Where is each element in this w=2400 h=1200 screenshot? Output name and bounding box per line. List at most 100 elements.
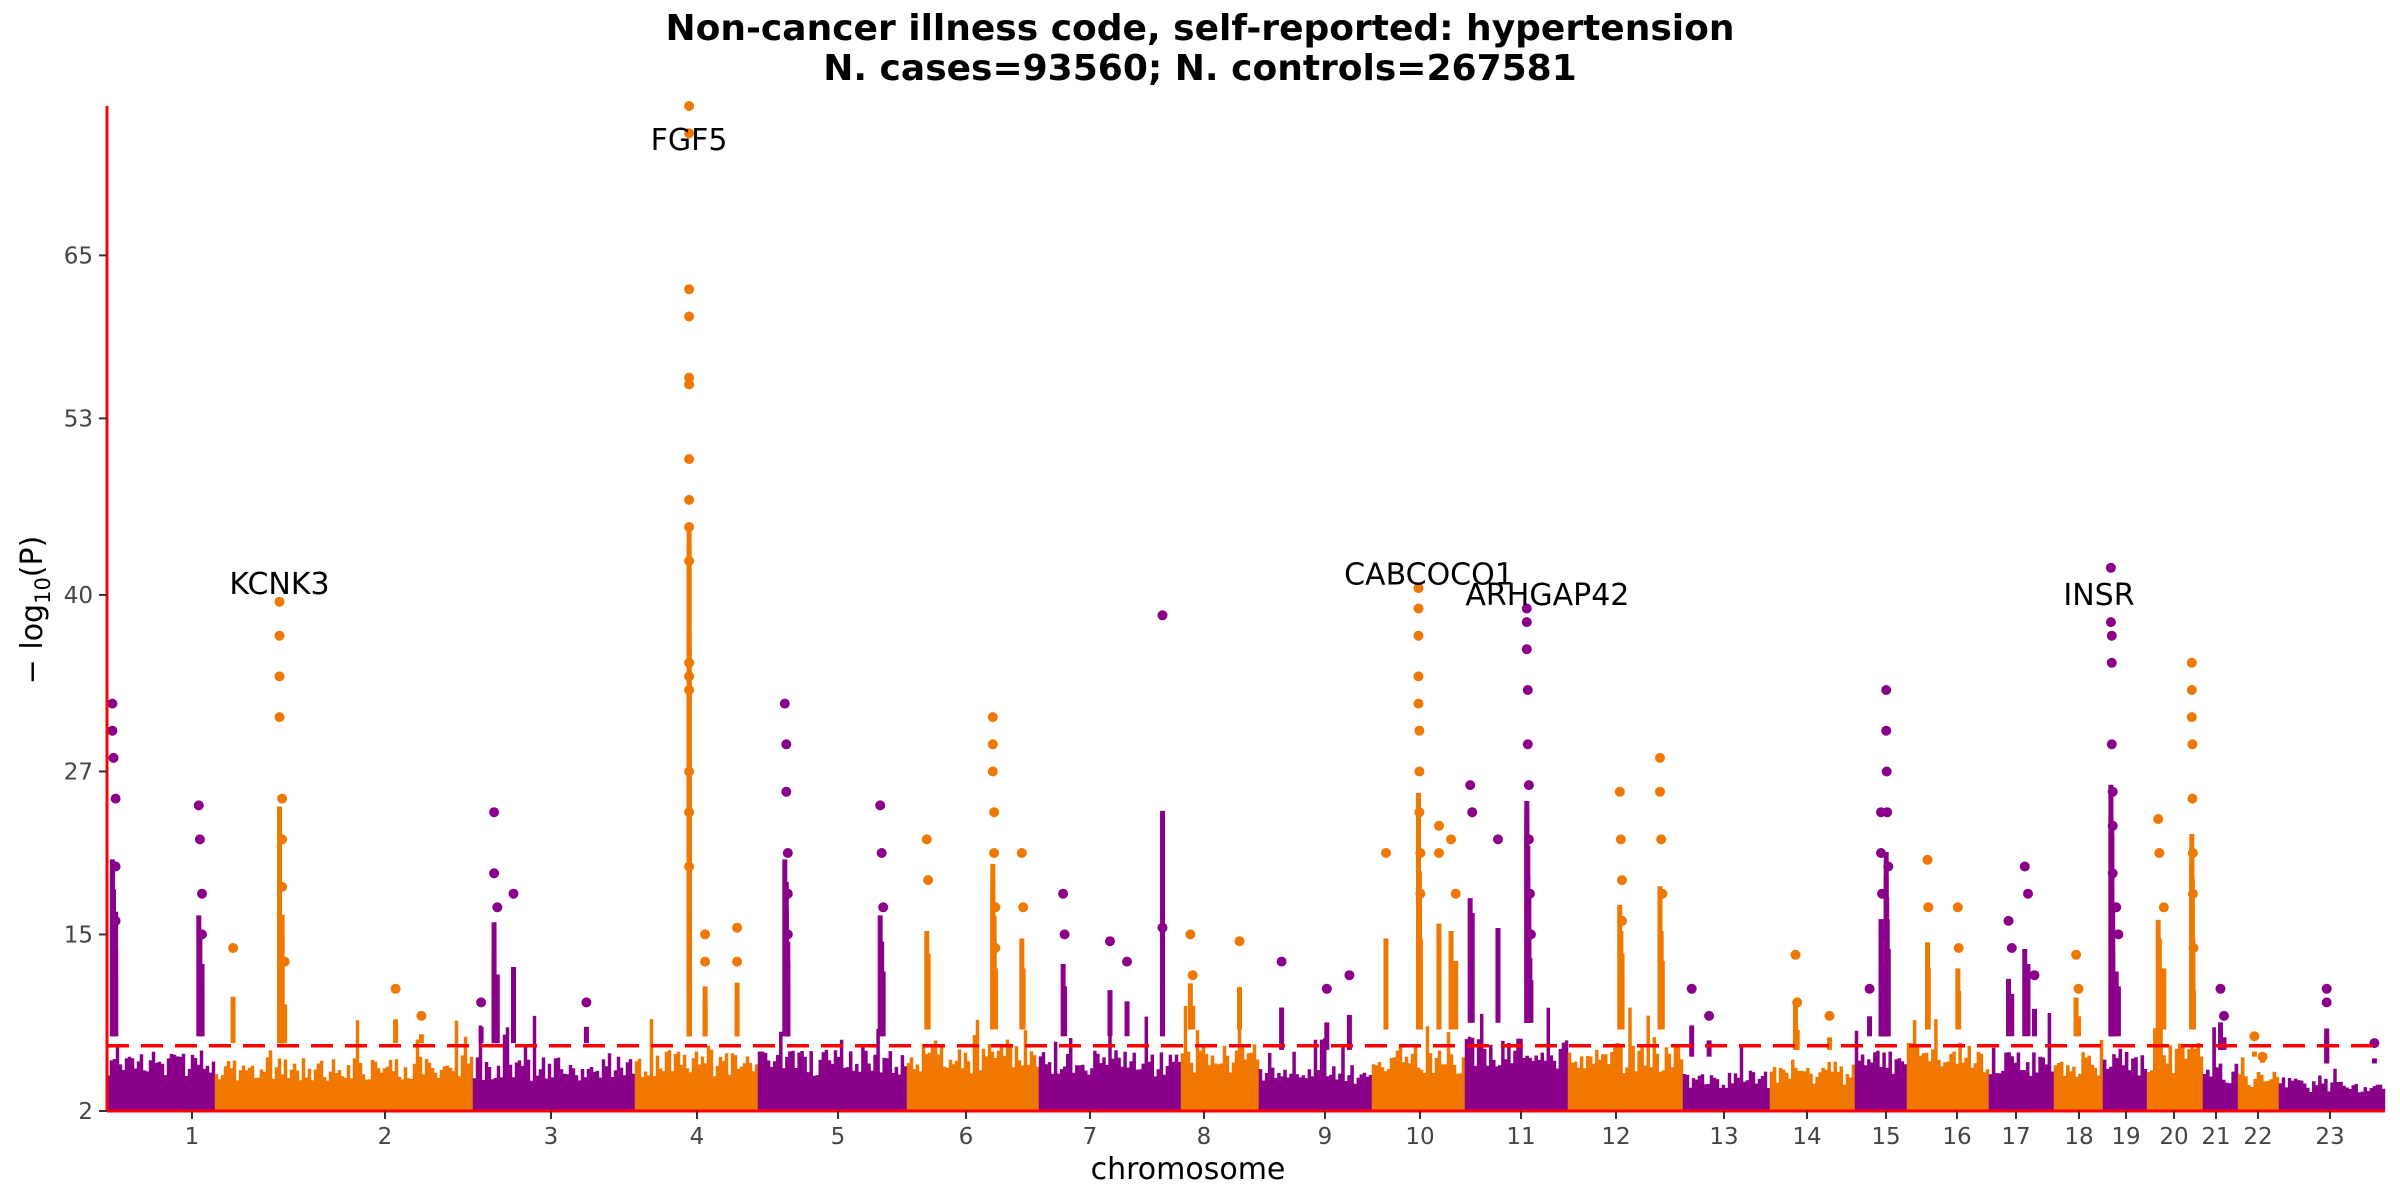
chromosome-17-background — [1988, 1013, 2055, 1111]
snp-point — [108, 752, 119, 763]
snp-point — [782, 888, 793, 899]
x-tick-label: 20 — [2159, 1124, 2188, 1150]
chromosome-23-background — [2278, 1068, 2386, 1111]
y-axis-label: − log10(P) — [15, 536, 55, 685]
snp-point — [1953, 943, 1964, 953]
snp-point — [1413, 698, 1424, 709]
snp-point — [1864, 983, 1875, 994]
snp-point — [1657, 888, 1668, 899]
snp-point — [684, 284, 695, 295]
chart-title: Non-cancer illness code, self-reported: … — [666, 8, 1735, 49]
snp-point — [1525, 929, 1536, 940]
chromosome-18-background — [2053, 1039, 2104, 1111]
snp-point — [989, 807, 1000, 818]
snp-point — [2188, 943, 2199, 953]
y-tick-label: 27 — [64, 759, 93, 785]
chromosome-8-background — [1180, 1005, 1260, 1111]
snp-point — [1059, 929, 1070, 940]
chromosome-3-background — [472, 1015, 636, 1111]
snp-point — [390, 983, 401, 994]
snp-point — [2019, 861, 2030, 872]
snp-point — [1415, 888, 1426, 899]
snp-point — [684, 101, 695, 111]
snp-point — [1321, 983, 1332, 994]
chromosome-11-points — [1464, 603, 1569, 1111]
snp-point — [110, 861, 121, 872]
snp-point — [1413, 671, 1424, 682]
snp-point — [2107, 786, 2118, 797]
snp-point — [1465, 780, 1476, 791]
snp-point — [1522, 739, 1533, 750]
x-tick-label: 1 — [185, 1124, 200, 1150]
snp-point — [1617, 875, 1627, 886]
snp-point — [1881, 766, 1892, 777]
snp-point — [1876, 848, 1886, 858]
chromosome-22-background — [2237, 1057, 2280, 1111]
snp-point — [1234, 936, 1245, 947]
snp-point — [2215, 983, 2226, 994]
snp-point — [2187, 848, 2198, 858]
snp-point — [274, 630, 285, 641]
snp-point — [782, 848, 793, 858]
snp-point — [1446, 834, 1456, 845]
x-axis-label: chromosome — [1091, 1152, 1286, 1187]
snp-point — [684, 671, 695, 682]
x-tick-label: 12 — [1601, 1124, 1630, 1150]
x-tick-label: 13 — [1709, 1124, 1738, 1150]
x-tick-label: 11 — [1506, 1124, 1535, 1150]
snp-point — [878, 902, 889, 913]
snp-point — [274, 671, 285, 682]
snp-point — [1450, 888, 1461, 899]
snp-point — [987, 739, 998, 750]
snp-point — [1187, 970, 1198, 981]
snp-point — [1522, 685, 1533, 695]
snp-point — [989, 848, 1000, 858]
snp-point — [1105, 936, 1115, 947]
snp-point — [2106, 657, 2117, 668]
snp-point — [732, 956, 743, 967]
snp-point — [274, 596, 285, 607]
chart-subtitle: N. cases=93560; N. controls=267581 — [823, 48, 1577, 89]
snp-point — [2105, 562, 2116, 573]
chromosome-8-points — [1180, 929, 1260, 1111]
chromosome-4-points — [634, 101, 759, 1111]
snp-point — [684, 522, 695, 532]
snp-point — [782, 929, 793, 940]
snp-point — [489, 868, 500, 879]
x-tick-label: 16 — [1942, 1124, 1971, 1150]
snp-point — [2073, 983, 2084, 994]
snp-point — [923, 875, 934, 886]
y-tick-label: 2 — [78, 1099, 93, 1125]
snp-point — [1792, 997, 1803, 1008]
x-tick-label: 21 — [2201, 1124, 2230, 1150]
x-tick-label: 14 — [1792, 1124, 1821, 1150]
snp-point — [277, 793, 288, 804]
chromosome-17-points — [1988, 861, 2055, 1111]
snp-point — [732, 922, 743, 933]
chromosome-2-background — [214, 1020, 474, 1111]
chromosome-19-points — [2102, 562, 2148, 1111]
snp-point — [1952, 902, 1963, 913]
chromosome-12-points — [1567, 752, 1684, 1111]
snp-point — [107, 698, 118, 709]
snp-point — [2105, 617, 2116, 628]
chromosome-21-background — [2202, 1027, 2239, 1111]
chromosome-19-background — [2102, 1048, 2148, 1111]
snp-point — [2187, 739, 2198, 750]
x-tick-label: 5 — [831, 1124, 846, 1150]
snp-point — [274, 712, 285, 723]
snp-point — [1881, 685, 1892, 695]
snp-point — [1434, 848, 1444, 858]
gene-label-kcnk3: KCNK3 — [229, 567, 329, 602]
snp-point — [684, 657, 695, 668]
snp-point — [1414, 766, 1425, 777]
snp-point — [2006, 943, 2017, 953]
snp-point — [987, 766, 998, 777]
snp-point — [2029, 970, 2040, 981]
x-tick-label: 22 — [2243, 1124, 2272, 1150]
gene-label-arhgap42: ARHGAP42 — [1465, 578, 1629, 613]
